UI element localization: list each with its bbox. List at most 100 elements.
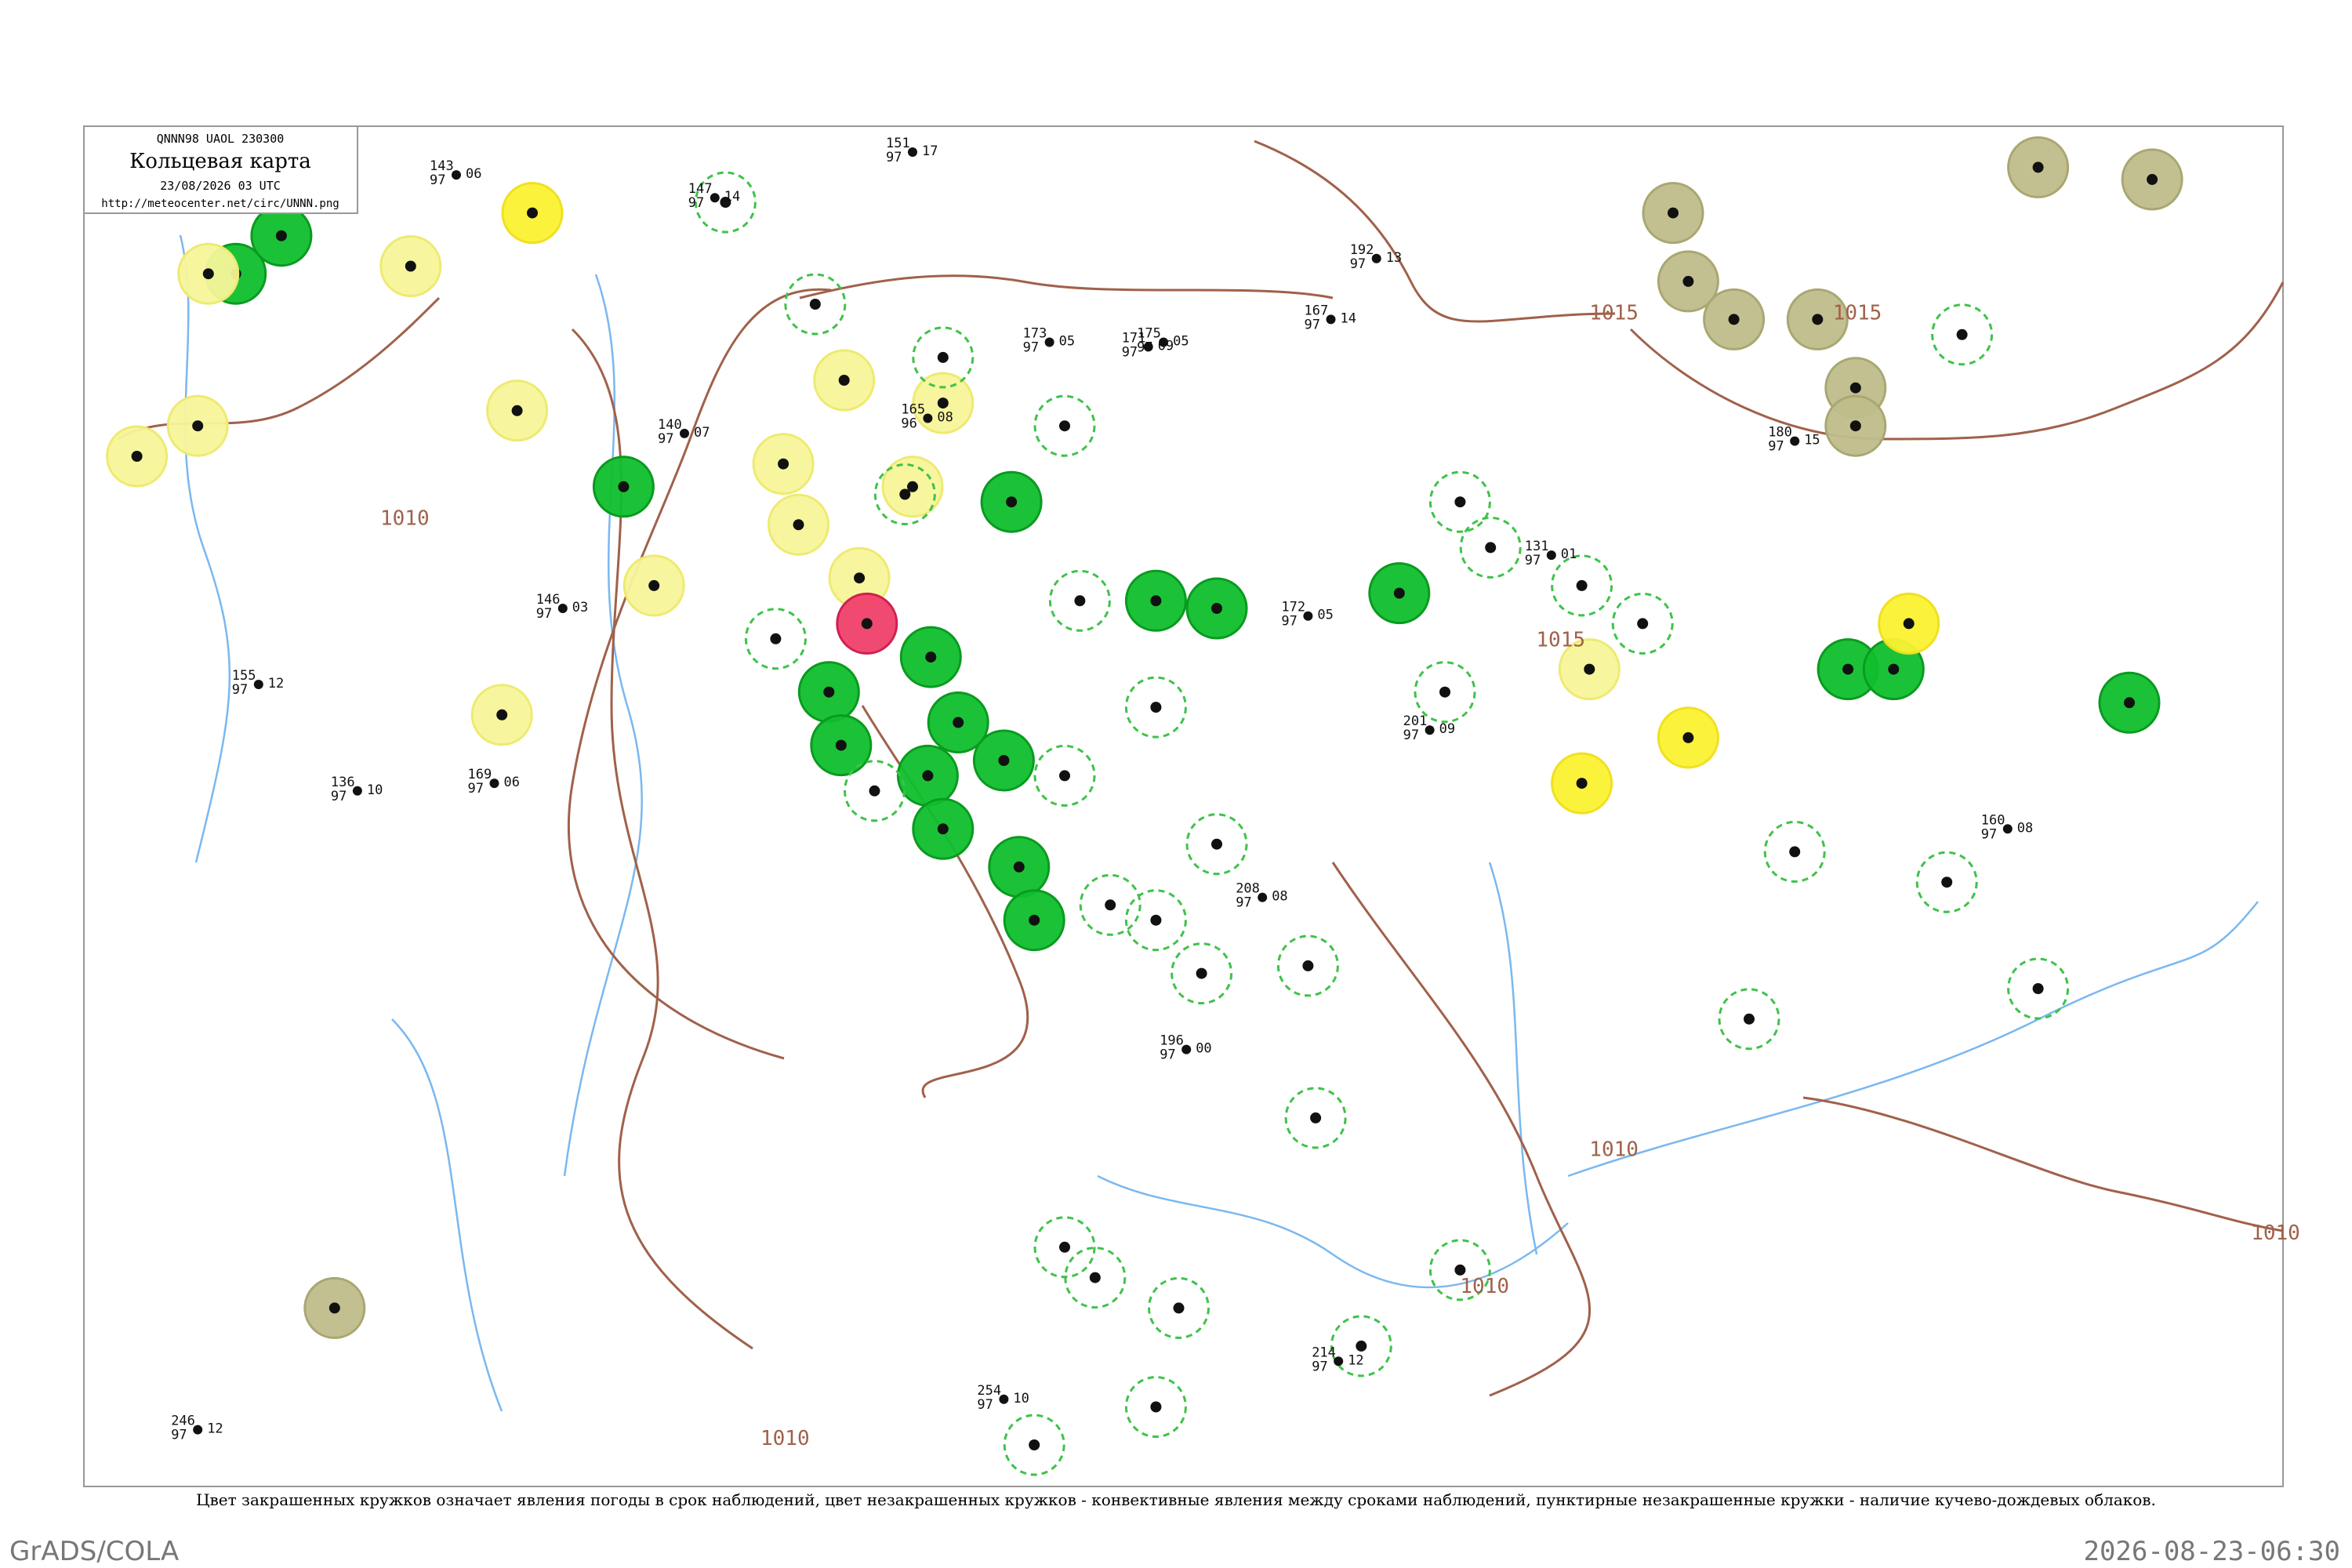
station-value: 155 <box>232 668 256 684</box>
isobar-label: 1010 <box>1460 1275 1509 1298</box>
station-plots: 1439706147971415197171659608173970517597… <box>171 136 2033 1443</box>
station-dot <box>1302 960 1314 971</box>
station-dot <box>835 739 847 751</box>
station-value: 97 <box>1122 344 1138 360</box>
weather-circle <box>1124 889 1187 952</box>
isobar-label: 1015 <box>1833 301 1882 325</box>
station-dot <box>937 351 949 363</box>
station-value: 08 <box>2017 820 2033 836</box>
station-dot <box>1728 314 1740 325</box>
station-value: 192 <box>1350 242 1374 258</box>
station-dot <box>778 458 789 470</box>
station-dot <box>1059 770 1070 782</box>
station-value: 97 <box>536 606 552 622</box>
station-value: 97 <box>688 195 704 211</box>
station-dot <box>922 770 934 782</box>
station-value: 09 <box>1158 338 1174 354</box>
station-dot <box>1143 342 1153 352</box>
station-dot <box>861 618 873 630</box>
station-value: 171 <box>1122 330 1146 346</box>
footnote: Цвет закрашенных кружков означает явлени… <box>196 1490 2156 1509</box>
station-dot <box>1074 595 1086 607</box>
station-value: 97 <box>171 1428 187 1443</box>
station-dot <box>1089 1272 1101 1283</box>
footer-right: 2026-08-23-06:30 <box>2083 1536 2340 1567</box>
station-value: 10 <box>367 782 383 798</box>
station-dot <box>2032 162 2044 173</box>
station-value: 17 <box>922 143 938 159</box>
station-value: 97 <box>1403 728 1419 743</box>
station-dot <box>1842 663 1854 675</box>
station-value: 03 <box>572 600 588 615</box>
station-value: 12 <box>268 676 284 691</box>
station-dot <box>1425 725 1435 735</box>
station-dot <box>1812 314 1824 325</box>
station-value: 165 <box>901 402 925 418</box>
station-dot <box>489 779 499 789</box>
station-dot <box>1956 328 1968 340</box>
station-dot <box>1150 914 1162 926</box>
station-value: 167 <box>1305 303 1329 318</box>
weather-circle <box>784 273 847 336</box>
weather-circle <box>1718 988 1780 1051</box>
station-dot <box>275 230 287 241</box>
station-value: 97 <box>1160 1047 1175 1063</box>
station-value: 173 <box>1023 326 1047 342</box>
station-value: 97 <box>1768 439 1784 455</box>
title-box-frame <box>83 125 358 214</box>
station-value: 97 <box>232 682 248 698</box>
station-value: 97 <box>1236 895 1251 911</box>
station-value: 147 <box>688 181 713 197</box>
isobar-label: 1010 <box>2350 674 2352 698</box>
weather-circle <box>1763 820 1826 883</box>
station-dot <box>511 405 523 416</box>
isobar-label: 1015 <box>1589 301 1639 325</box>
station-value: 15 <box>1804 433 1820 448</box>
station-dot <box>1744 1013 1755 1025</box>
bulletin-code: QNNN98 UAOL 230300 <box>157 132 285 146</box>
weather-circles <box>106 136 2183 1476</box>
station-value: 97 <box>977 1397 993 1413</box>
station-dot <box>1682 731 1694 743</box>
weather-circle <box>744 608 807 670</box>
station-dot <box>2032 983 2044 994</box>
weather-circle <box>1611 592 1674 655</box>
station-value: 97 <box>1350 256 1366 272</box>
weather-circle <box>1033 394 1096 457</box>
weather-circle <box>1124 676 1187 739</box>
station-dot <box>770 633 782 644</box>
station-dot <box>1150 702 1162 713</box>
station-dot <box>1393 587 1405 599</box>
station-value: 196 <box>1160 1033 1184 1049</box>
weather-circle <box>1276 935 1339 997</box>
station-dot <box>1059 420 1070 432</box>
weather-circle <box>1428 470 1491 533</box>
footer-left: GrADS/COLA <box>9 1536 179 1567</box>
station-value: 136 <box>331 775 355 790</box>
station-dot <box>1258 892 1268 902</box>
weather-circle <box>1459 516 1522 579</box>
station-value: 97 <box>1312 1359 1327 1374</box>
station-value: 08 <box>937 410 953 426</box>
station-value: 09 <box>1439 721 1455 737</box>
station-dot <box>2147 173 2158 185</box>
station-dot <box>953 717 964 728</box>
weather-circle <box>844 760 906 822</box>
station-value: 12 <box>1348 1352 1363 1368</box>
station-dot <box>2002 824 2013 834</box>
station-dot <box>557 604 568 613</box>
isobar-labels: 101010151015101510101010101010101010 <box>380 301 2352 1450</box>
station-value: 97 <box>1305 317 1320 332</box>
weather-circle <box>1931 303 1994 366</box>
weather-circle <box>1048 569 1111 632</box>
weather-circle <box>1064 1247 1127 1309</box>
station-value: 14 <box>1341 310 1356 326</box>
station-dot <box>1013 861 1025 873</box>
station-value: 172 <box>1281 600 1305 615</box>
station-dot <box>202 268 214 280</box>
weather-circle <box>1551 554 1613 617</box>
station-value: 97 <box>886 150 902 165</box>
station-dot <box>854 572 866 584</box>
weather-circle <box>1428 1239 1491 1301</box>
